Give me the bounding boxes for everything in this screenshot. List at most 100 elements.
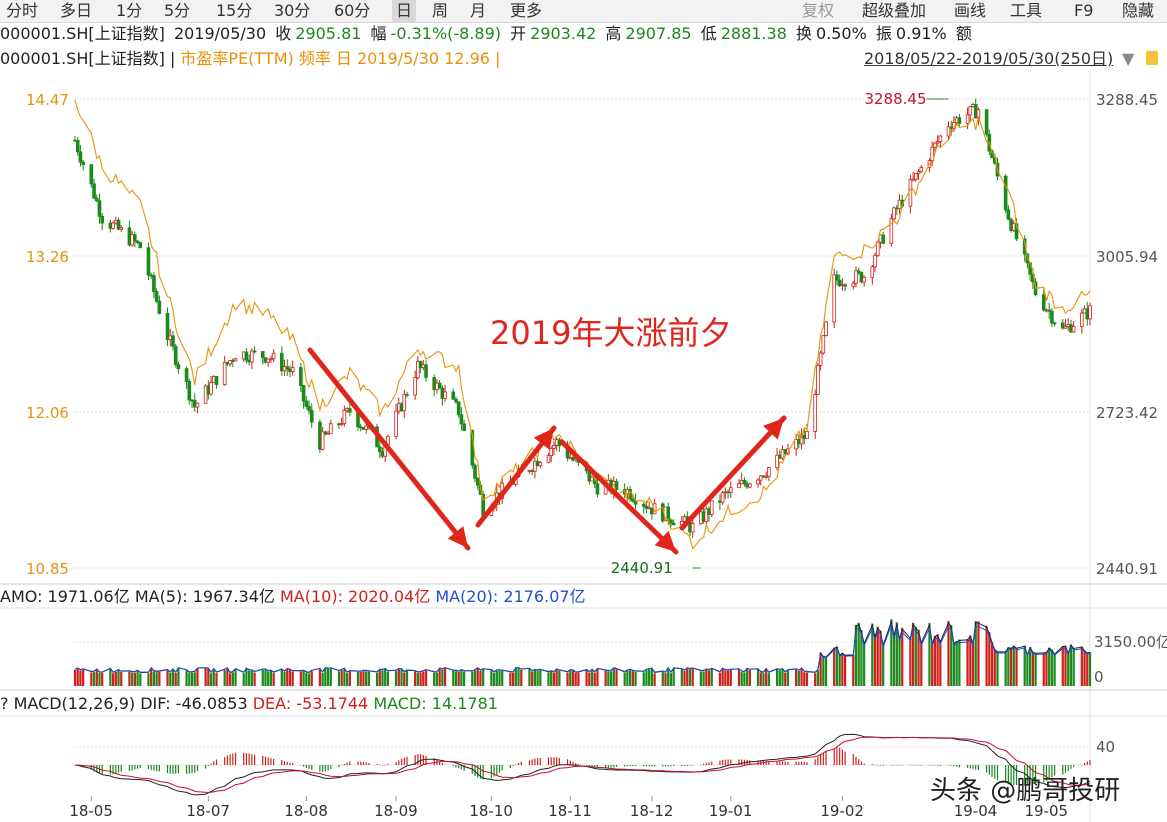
macd-bar: [972, 765, 974, 769]
quote-symbol: 000001.SH[上证指数]: [0, 24, 165, 43]
volume-bar: [1083, 650, 1086, 686]
toolbar-right-3[interactable]: 工具: [1010, 1, 1043, 20]
candle-body: [301, 385, 306, 402]
volume-bar: [642, 672, 645, 686]
macd-bar: [877, 765, 879, 766]
macd-bar: [654, 765, 656, 767]
toolbar-right-4[interactable]: F9: [1074, 1, 1094, 20]
x-tick-label: 18-12: [630, 802, 674, 820]
toolbar-right-1[interactable]: 超级叠加: [862, 1, 927, 20]
macd-bar: [645, 765, 648, 767]
volume-bar: [359, 672, 362, 686]
trend-arrow-head: [654, 530, 676, 552]
period-tab-6[interactable]: 60分: [334, 1, 371, 20]
volume-bar: [805, 672, 809, 686]
volume-bar: [514, 668, 517, 686]
volume-bar: [1088, 652, 1092, 686]
volume-bar: [101, 673, 104, 686]
macd-bar: [283, 761, 286, 765]
amo-tick: 3150.00亿: [1094, 633, 1167, 651]
candle-body: [549, 448, 554, 457]
candle-body: [1080, 312, 1084, 327]
volume-bar: [737, 669, 741, 686]
macd-bar: [360, 761, 362, 765]
volume-bar: [688, 669, 692, 686]
toolbar-right-0[interactable]: 复权: [802, 1, 835, 20]
volume-bar: [939, 641, 942, 686]
period-tab-1[interactable]: 多日: [60, 1, 93, 20]
macd-bar: [224, 757, 226, 765]
volume-bar: [190, 672, 194, 686]
period-tab-8[interactable]: 周: [432, 1, 449, 20]
lock-icon[interactable]: [1146, 51, 1158, 65]
macd-bar: [357, 761, 359, 765]
macd-bar: [452, 765, 454, 767]
candle-body: [832, 274, 837, 323]
period-tab-2[interactable]: 1分: [116, 1, 143, 20]
macd-dea: DEA: -53.1744: [252, 694, 369, 713]
volume-bar: [152, 671, 156, 686]
volume-bar: [833, 647, 836, 686]
macd-bar: [836, 747, 838, 765]
candle-body: [119, 227, 124, 230]
volume-bar: [136, 671, 139, 686]
toolbar-right-2[interactable]: 画线: [954, 1, 987, 20]
period-tab-3[interactable]: 5分: [164, 1, 191, 20]
candle-body: [666, 506, 671, 521]
volume-bar: [340, 670, 343, 686]
toolbar-right-5[interactable]: 隐藏: [1122, 1, 1155, 20]
macd-bar: [632, 765, 634, 767]
volume-bar: [1080, 646, 1083, 686]
volume-bar: [433, 672, 436, 686]
macd-bar: [128, 765, 131, 772]
period-tab-5[interactable]: 30分: [274, 1, 311, 20]
volume-bar: [762, 673, 765, 686]
trend-arrow-line: [475, 425, 557, 528]
macd-bar: [112, 765, 114, 775]
volume-bar: [920, 642, 923, 686]
macd-help-icon[interactable]: ?: [0, 694, 9, 713]
macd-bar: [607, 765, 609, 768]
macd-bar: [985, 765, 988, 773]
date-range-selector[interactable]: 2018/05/22-2019/05/30(250日): [864, 49, 1114, 68]
volume-bar: [863, 642, 866, 686]
macd-bar: [213, 761, 215, 765]
macd-bar: [463, 765, 465, 771]
period-tab-7[interactable]: 日: [392, 0, 417, 22]
volume-bar: [419, 672, 422, 686]
period-tab-9[interactable]: 月: [470, 1, 487, 20]
volume-bar: [299, 671, 302, 686]
volume-bar: [223, 669, 226, 686]
volume-bar: [479, 670, 482, 686]
candle-body: [269, 358, 273, 361]
macd-bar: [308, 765, 310, 770]
macd-bar: [629, 765, 631, 767]
candle-body: [75, 139, 80, 153]
macd-bar: [781, 761, 784, 765]
volume-bar: [1031, 652, 1034, 686]
macd-bar: [196, 765, 199, 772]
volume-bar: [209, 673, 213, 686]
period-tab-10[interactable]: 更多: [510, 1, 543, 20]
period-tab-4[interactable]: 15分: [216, 1, 253, 20]
macd-bar: [988, 765, 990, 775]
volume-bar: [705, 669, 708, 686]
macd-bar: [667, 765, 669, 767]
amo-value: AMO: 1971.06亿: [0, 587, 130, 606]
trend-arrow-head: [763, 418, 784, 440]
x-tick-label: 18-05: [69, 802, 113, 820]
macd-bar: [379, 764, 381, 766]
volume-bar: [645, 670, 648, 686]
range-dropdown-icon[interactable]: ▼: [1122, 49, 1135, 68]
period-tab-0[interactable]: 分时: [6, 1, 39, 20]
volume-bar: [1007, 647, 1010, 686]
macd-bar: [855, 756, 857, 765]
macd-bar: [460, 765, 463, 770]
macd-bar: [928, 765, 931, 766]
candle-body: [323, 431, 328, 435]
macd-bar: [1086, 761, 1088, 765]
volume-bar: [1086, 652, 1089, 686]
amo-ma20: MA(20): 2176.07亿: [435, 587, 586, 606]
candle-body: [911, 178, 915, 181]
